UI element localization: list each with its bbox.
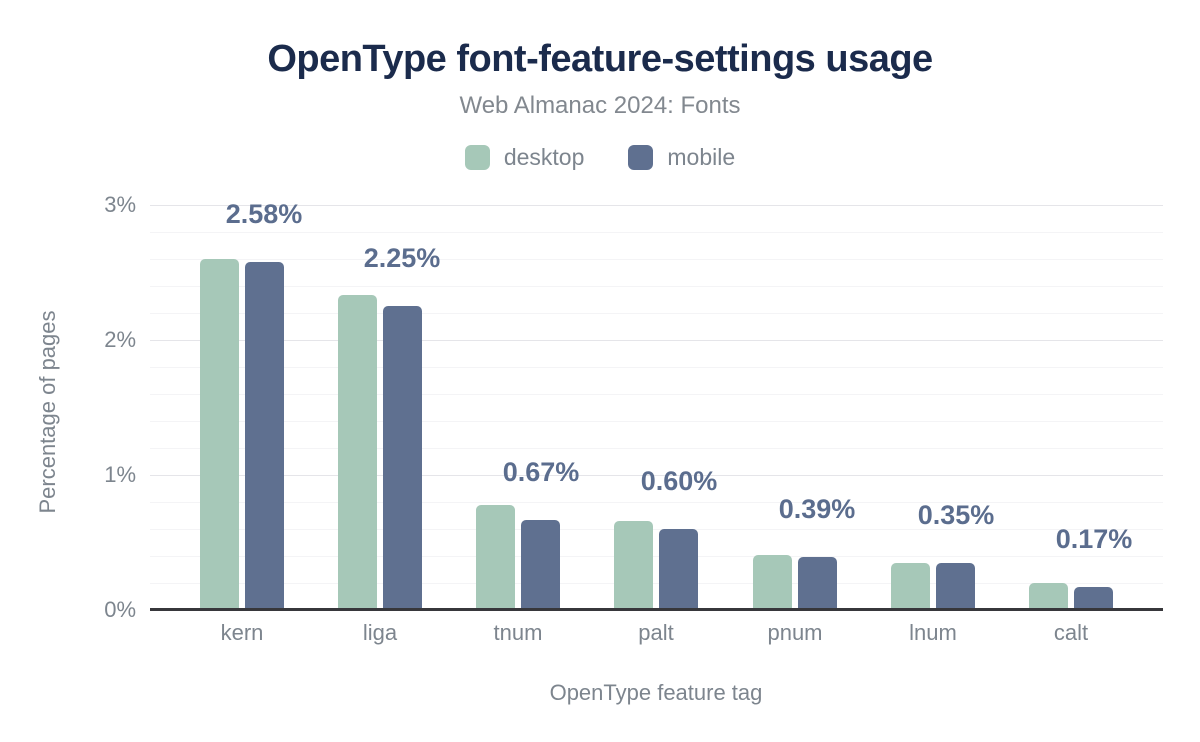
gridline-minor <box>150 286 1163 287</box>
legend-swatch-desktop <box>464 144 490 170</box>
value-label-palt: 0.60% <box>640 466 718 496</box>
x-category-label-kern: kern <box>220 620 264 645</box>
bar-mobile-pnum <box>798 557 837 610</box>
bar-mobile-kern <box>245 262 284 610</box>
value-label-kern: 2.58% <box>225 199 303 229</box>
x-category-label-pnum: pnum <box>767 620 823 645</box>
gridline-minor <box>150 556 1163 557</box>
bar-mobile-lnum <box>936 563 975 610</box>
value-label-tnum: 0.67% <box>502 457 580 487</box>
value-label-calt: 0.17% <box>1055 524 1133 554</box>
gridline-minor <box>150 367 1163 368</box>
gridline-minor <box>150 421 1163 422</box>
bar-desktop-kern <box>200 259 239 610</box>
legend-item-desktop[interactable]: desktop <box>464 143 585 171</box>
bar-desktop-liga <box>338 295 377 610</box>
value-label-lnum: 0.35% <box>917 500 995 530</box>
legend-item-mobile[interactable]: mobile <box>628 144 735 171</box>
bar-mobile-calt <box>1074 587 1113 610</box>
x-category-label-calt: calt <box>1053 620 1089 645</box>
gridline-minor <box>150 313 1163 314</box>
gridline-minor <box>150 232 1163 233</box>
chart-subtitle: Web Almanac 2024: Fonts <box>459 92 741 119</box>
bar-desktop-calt <box>1029 583 1068 610</box>
chart-title: OpenType font-feature-settings usage <box>267 38 933 80</box>
value-label-liga: 2.25% <box>363 243 441 273</box>
legend-label: desktop <box>503 143 585 170</box>
x-category-label-palt: palt <box>638 620 674 645</box>
gridline-minor <box>150 394 1163 395</box>
x-axis-line <box>150 608 1163 611</box>
bar-desktop-pnum <box>753 555 792 610</box>
bar-desktop-tnum <box>476 505 515 610</box>
x-category-label-lnum: lnum <box>909 620 957 645</box>
gridline-major <box>150 475 1163 476</box>
y-tick-label: 1% <box>104 462 136 487</box>
x-category-label-tnum: tnum <box>493 620 543 645</box>
bar-mobile-tnum <box>521 520 560 610</box>
gridline-minor <box>150 502 1163 503</box>
y-tick-label: 3% <box>104 192 136 217</box>
value-label-pnum: 0.39% <box>778 494 856 524</box>
bar-mobile-liga <box>383 306 422 610</box>
x-axis-title: OpenType feature tag <box>549 680 763 705</box>
y-tick-label: 2% <box>104 327 136 352</box>
gridline-major <box>150 340 1163 341</box>
bar-desktop-palt <box>614 521 653 610</box>
gridline-minor <box>150 529 1163 530</box>
y-tick-label: 0% <box>104 597 136 622</box>
gridline-major <box>150 205 1163 206</box>
gridline-minor <box>150 583 1163 584</box>
gridline-minor <box>150 448 1163 449</box>
legend-label: mobile <box>667 143 736 170</box>
legend-swatch-mobile <box>628 144 654 170</box>
legend: desktop mobile <box>0 142 1200 172</box>
bar-mobile-palt <box>659 529 698 610</box>
gridline-minor <box>150 259 1163 260</box>
x-category-label-liga: liga <box>362 620 398 645</box>
bar-desktop-lnum <box>891 563 930 610</box>
